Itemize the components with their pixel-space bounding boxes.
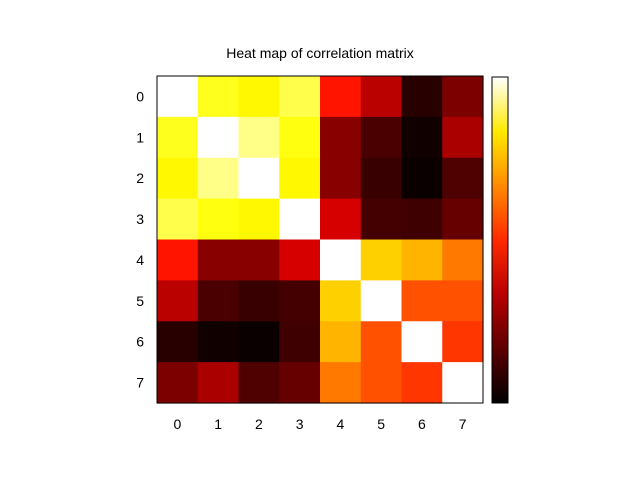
heatmap-cell-4-3 bbox=[279, 239, 321, 281]
heatmap-cell-2-6 bbox=[401, 157, 443, 200]
heatmap-cells bbox=[157, 76, 484, 404]
heatmap-cell-7-5 bbox=[360, 362, 403, 404]
heatmap-cell-2-3 bbox=[279, 157, 321, 200]
heatmap-cell-1-6 bbox=[401, 116, 443, 159]
heatmap-cell-4-2 bbox=[238, 239, 280, 281]
heatmap-cell-1-2 bbox=[238, 116, 280, 159]
heatmap-cell-3-0 bbox=[157, 198, 199, 241]
x-tick-label: 3 bbox=[296, 416, 304, 432]
heatmap-cell-2-1 bbox=[197, 157, 240, 200]
x-tick-label: 2 bbox=[255, 416, 263, 432]
heatmap-cell-0-1 bbox=[197, 76, 240, 118]
heatmap-cell-6-0 bbox=[157, 321, 199, 363]
x-tick-label: 5 bbox=[377, 416, 385, 432]
chart-title: Heat map of correlation matrix bbox=[226, 45, 414, 61]
heatmap-cell-0-3 bbox=[279, 76, 321, 118]
heatmap-cell-4-7 bbox=[442, 239, 484, 281]
heatmap-cell-2-4 bbox=[320, 157, 362, 200]
y-tick-label: 2 bbox=[136, 170, 144, 186]
heatmap-cell-1-4 bbox=[320, 116, 362, 159]
heatmap-cell-6-3 bbox=[279, 321, 321, 363]
y-tick-label: 3 bbox=[136, 211, 144, 227]
heatmap-cell-4-0 bbox=[157, 239, 199, 281]
heatmap-cell-3-7 bbox=[442, 198, 484, 241]
heatmap-cell-6-6 bbox=[401, 321, 443, 363]
y-tick-label: 1 bbox=[136, 129, 144, 145]
heatmap-cell-5-2 bbox=[238, 280, 280, 322]
heatmap-cell-7-1 bbox=[197, 362, 240, 404]
heatmap-cell-7-4 bbox=[320, 362, 362, 404]
heatmap-cell-1-1 bbox=[197, 116, 240, 159]
heatmap-cell-5-1 bbox=[197, 280, 240, 322]
colorbar bbox=[491, 76, 509, 404]
heatmap-cell-2-0 bbox=[157, 157, 199, 200]
heatmap-cell-1-0 bbox=[157, 116, 199, 159]
heatmap-cell-5-6 bbox=[401, 280, 443, 322]
heatmap-cell-0-7 bbox=[442, 76, 484, 118]
x-tick-label: 4 bbox=[336, 416, 344, 432]
x-axis-ticks: 0 1 2 3 4 5 6 7 bbox=[173, 416, 466, 432]
heatmap-cell-3-1 bbox=[197, 198, 240, 241]
heatmap-cell-5-3 bbox=[279, 280, 321, 322]
heatmap-cell-7-0 bbox=[157, 362, 199, 404]
x-tick-label: 7 bbox=[459, 416, 467, 432]
heatmap-cell-7-3 bbox=[279, 362, 321, 404]
heatmap-cell-6-7 bbox=[442, 321, 484, 363]
heatmap-cell-6-1 bbox=[197, 321, 240, 363]
y-tick-label: 5 bbox=[136, 293, 144, 309]
heatmap-cell-5-7 bbox=[442, 280, 484, 322]
heatmap-cell-0-0 bbox=[157, 76, 199, 118]
y-axis-ticks: 0 1 2 3 4 5 6 7 bbox=[136, 88, 144, 390]
heatmap-cell-3-3 bbox=[279, 198, 321, 241]
heatmap-cell-0-2 bbox=[238, 76, 280, 118]
heatmap-cell-0-4 bbox=[320, 76, 362, 118]
y-tick-label: 0 bbox=[136, 88, 144, 104]
heatmap-cell-6-4 bbox=[320, 321, 362, 363]
x-tick-label: 0 bbox=[173, 416, 181, 432]
heatmap-cell-4-5 bbox=[360, 239, 403, 281]
heatmap-cell-1-7 bbox=[442, 116, 484, 159]
heatmap-cell-4-1 bbox=[197, 239, 240, 281]
heatmap-cell-3-6 bbox=[401, 198, 443, 241]
heatmap-cell-1-5 bbox=[360, 116, 403, 159]
heatmap-cell-4-6 bbox=[401, 239, 443, 281]
x-tick-label: 1 bbox=[214, 416, 222, 432]
heatmap-cell-7-2 bbox=[238, 362, 280, 404]
heatmap-cell-7-7 bbox=[442, 362, 484, 404]
heatmap-cell-1-3 bbox=[279, 116, 321, 159]
x-tick-label: 6 bbox=[418, 416, 426, 432]
heatmap-cell-0-6 bbox=[401, 76, 443, 118]
heatmap-cell-2-5 bbox=[360, 157, 403, 200]
y-tick-label: 6 bbox=[136, 334, 144, 350]
heatmap-cell-2-2 bbox=[238, 157, 280, 200]
heatmap-cell-7-6 bbox=[401, 362, 443, 404]
heatmap-cell-2-7 bbox=[442, 157, 484, 200]
heatmap-cell-3-2 bbox=[238, 198, 280, 241]
heatmap-cell-5-4 bbox=[320, 280, 362, 322]
y-tick-label: 7 bbox=[136, 375, 144, 391]
heatmap-cell-4-4 bbox=[320, 239, 362, 281]
heatmap-cell-6-2 bbox=[238, 321, 280, 363]
heatmap-cell-3-5 bbox=[360, 198, 403, 241]
heatmap-cell-3-4 bbox=[320, 198, 362, 241]
heatmap-cell-5-5 bbox=[360, 280, 403, 322]
plot-frame bbox=[156, 75, 484, 404]
heatmap-cell-6-5 bbox=[360, 321, 403, 363]
y-tick-label: 4 bbox=[136, 252, 144, 268]
heatmap-cell-0-5 bbox=[360, 76, 403, 118]
heatmap-cell-5-0 bbox=[157, 280, 199, 322]
